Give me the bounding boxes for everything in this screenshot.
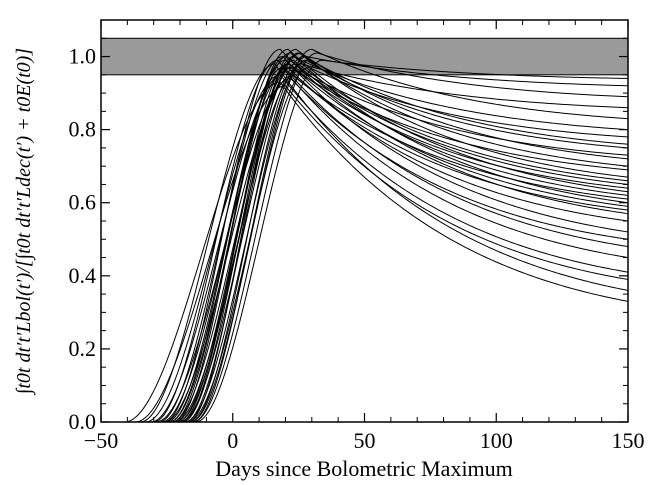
plot-frame [100, 19, 629, 423]
curve-28 [187, 56, 628, 422]
confidence-band [100, 37, 629, 76]
curve-7 [156, 77, 628, 422]
curve-10 [164, 48, 628, 422]
curve-26 [185, 52, 628, 422]
x-tick-label: 0 [227, 428, 238, 453]
curve-31 [193, 52, 628, 422]
x-axis-label: Days since Bolometric Maximum [215, 456, 513, 481]
x-tick-labels: −50 0 50 100 150 [84, 428, 645, 453]
curve-23 [182, 48, 628, 422]
curve-33 [195, 59, 628, 422]
curve-22 [179, 56, 628, 422]
y-tick-label: 0.8 [69, 117, 97, 142]
y-tick-label: 0.6 [69, 190, 97, 215]
curve-4 [145, 74, 628, 422]
curve-13 [169, 52, 628, 422]
curve-16 [172, 48, 628, 422]
x-tick-label: 150 [612, 428, 645, 453]
curve-14 [169, 66, 628, 422]
y-tick-label: 1.0 [69, 44, 97, 69]
x-tick-label: 100 [480, 428, 513, 453]
curve-1 [124, 81, 628, 422]
curve-3 [140, 63, 628, 422]
curve-11 [164, 74, 628, 422]
x-tick-label: 50 [354, 428, 376, 453]
y-axis-label: ∫t0t dt′t′Lbol(t′)/[∫t0t dt′t′Ldec(t′) +… [13, 48, 36, 396]
tick-layer [100, 19, 629, 423]
y-tick-labels: 0.0 0.2 0.4 0.6 0.8 1.0 [69, 44, 97, 434]
curve-24 [182, 63, 628, 422]
curve-8 [158, 56, 628, 422]
curve-30 [190, 63, 628, 422]
confidence-band-layer [100, 37, 629, 76]
y-tick-label: 0.4 [69, 263, 97, 288]
curve-21 [179, 66, 628, 422]
y-tick-label: 0.0 [69, 409, 97, 434]
y-tick-label: 0.2 [69, 336, 97, 361]
curve-32 [193, 56, 628, 422]
x-tick-label: −50 [84, 428, 118, 453]
curve-6 [153, 59, 628, 422]
curve-29 [190, 48, 628, 422]
curve-layer [124, 48, 628, 422]
curve-18 [174, 56, 628, 422]
curve-25 [185, 59, 628, 422]
